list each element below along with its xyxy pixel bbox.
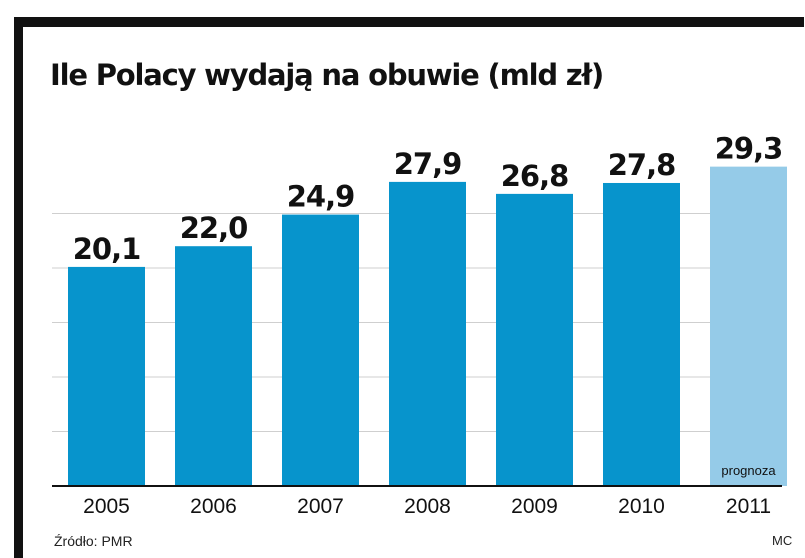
value-labels: 20,1 22,0 24,9 27,9 26,8 27,8 29,3 prognoza — [73, 132, 784, 478]
x-tick-2009: 2009 — [511, 495, 558, 518]
x-tick-2008: 2008 — [404, 495, 451, 518]
value-label-2008: 27,9 — [394, 147, 462, 181]
value-label-2010: 27,8 — [608, 148, 676, 182]
x-tick-2010: 2010 — [618, 495, 665, 518]
x-tick-2011: 2011 — [726, 495, 771, 518]
value-label-2006: 22,0 — [180, 211, 248, 245]
forecast-label: prognoza — [721, 463, 776, 478]
chart-title: Ile Polacy wydają na obuwie (mld zł) — [50, 58, 604, 92]
bar-2008 — [389, 181, 466, 486]
bar-2006 — [175, 246, 252, 486]
x-tick-2006: 2006 — [190, 495, 237, 518]
x-tick-labels: 2005 2006 2007 2008 2009 2010 2011 — [83, 495, 771, 518]
value-label-2009: 26,8 — [501, 159, 569, 193]
x-tick-2007: 2007 — [297, 495, 344, 518]
value-label-2007: 24,9 — [287, 180, 355, 214]
bar-2005 — [68, 266, 145, 486]
x-tick-2005: 2005 — [83, 495, 130, 518]
author-label: MC — [772, 533, 793, 548]
frame-top-bar — [14, 17, 804, 27]
bar-2010 — [603, 182, 680, 487]
value-label-2005: 20,1 — [73, 232, 141, 266]
bar-2009 — [496, 193, 573, 486]
bar-2011 — [710, 166, 787, 486]
source-label: Źródło: PMR — [54, 533, 133, 549]
bars — [68, 166, 787, 487]
bar-2007 — [282, 214, 359, 486]
value-label-2011: 29,3 — [715, 132, 783, 166]
frame-left-bar — [14, 17, 23, 558]
